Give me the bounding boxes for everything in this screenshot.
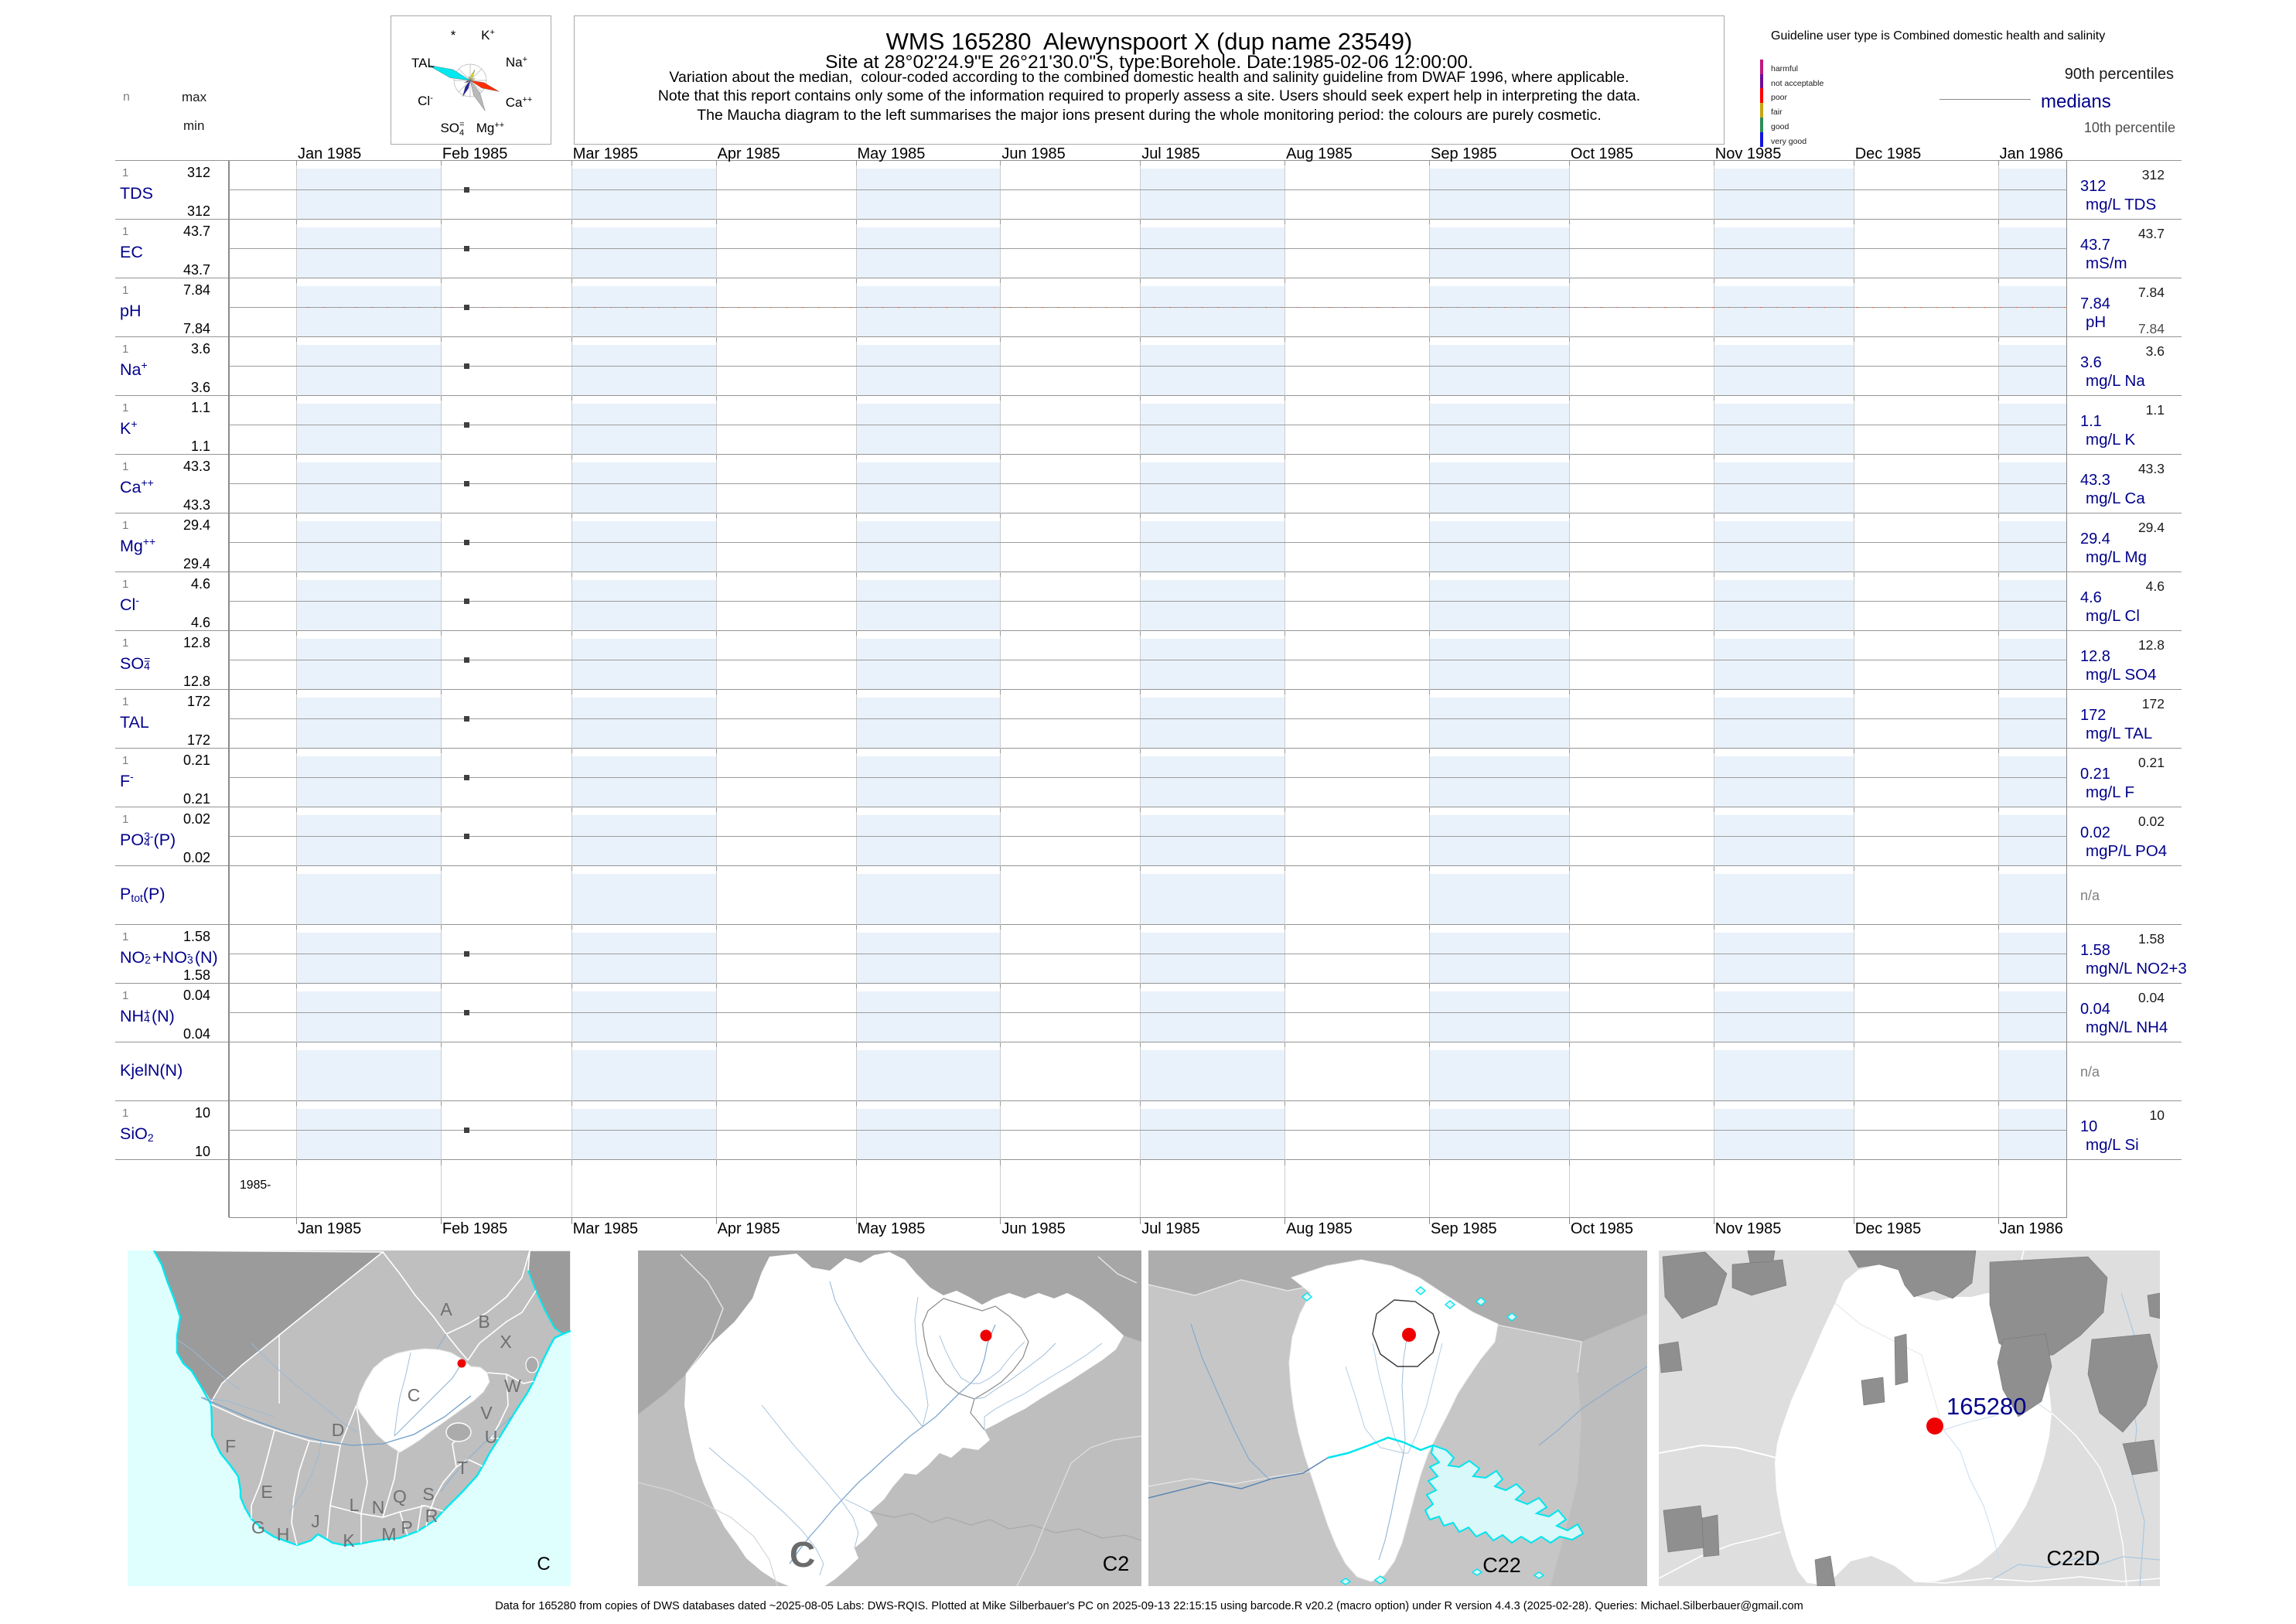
svg-text:E: E: [261, 1482, 272, 1502]
svg-text:TAL: TAL: [411, 56, 435, 70]
svg-text:F: F: [225, 1436, 236, 1456]
svg-text:M: M: [381, 1524, 396, 1544]
svg-text:Na+: Na+: [506, 55, 527, 70]
svg-text:A: A: [440, 1299, 452, 1319]
svg-text:C: C: [790, 1534, 815, 1575]
svg-text:B: B: [478, 1312, 490, 1332]
svg-text:D: D: [332, 1420, 345, 1440]
svg-text:U: U: [485, 1427, 498, 1447]
svg-text:L: L: [350, 1495, 360, 1515]
svg-text:P: P: [401, 1517, 412, 1537]
svg-text:Cl-: Cl-: [418, 94, 433, 108]
svg-text:C: C: [408, 1385, 421, 1405]
svg-text:C22: C22: [1482, 1554, 1521, 1577]
svg-text:165280: 165280: [1946, 1393, 2026, 1420]
svg-text:C22D: C22D: [2046, 1547, 2100, 1570]
svg-text:S: S: [422, 1484, 434, 1504]
svg-text:K: K: [343, 1530, 355, 1551]
svg-text:V: V: [480, 1403, 493, 1423]
svg-text:C2: C2: [1103, 1552, 1130, 1575]
svg-text:W: W: [504, 1376, 521, 1396]
svg-text:H: H: [277, 1524, 290, 1544]
svg-text:N: N: [372, 1497, 385, 1517]
svg-text:J: J: [311, 1511, 320, 1531]
svg-text:T: T: [457, 1458, 468, 1478]
svg-text:*: *: [451, 28, 456, 43]
svg-text:G: G: [251, 1517, 265, 1537]
svg-text:X: X: [500, 1332, 511, 1352]
svg-text:SO4=: SO4=: [440, 120, 464, 138]
svg-text:C: C: [537, 1554, 550, 1575]
svg-text:R: R: [425, 1506, 438, 1526]
svg-text:Q: Q: [393, 1486, 407, 1506]
